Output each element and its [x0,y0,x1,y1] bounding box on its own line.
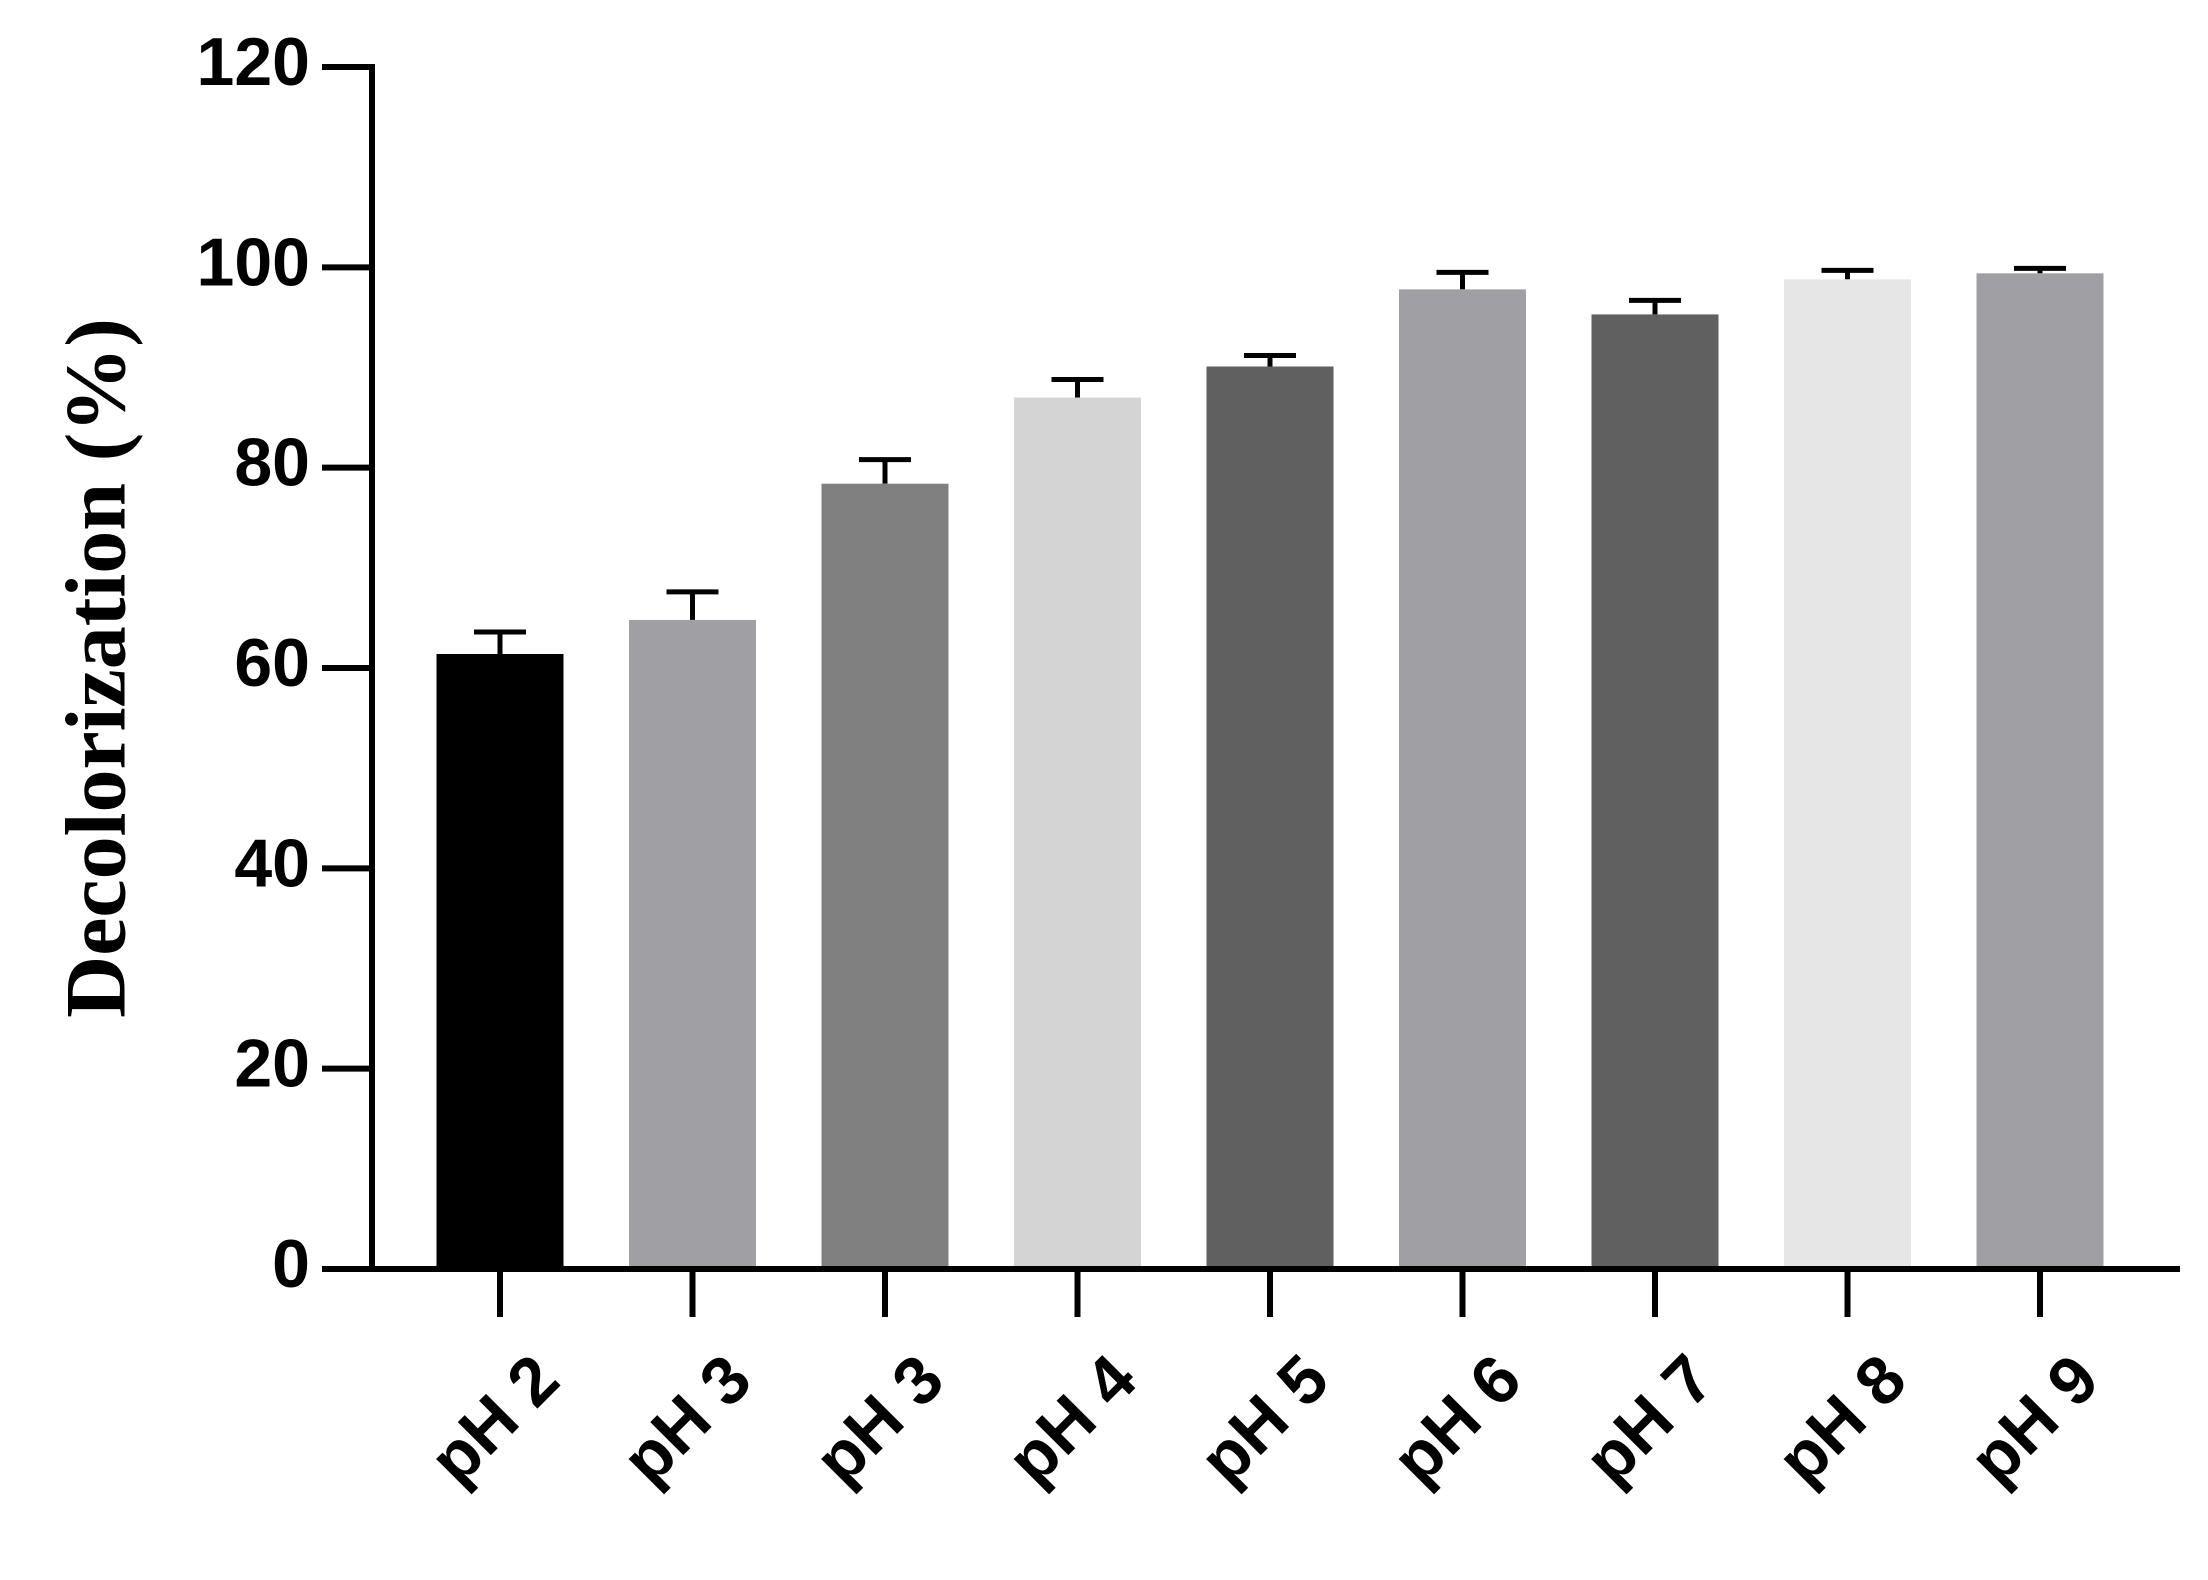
bar [629,619,756,1269]
x-tick-label: pH 4 [993,1340,1151,1498]
y-tick-label: 0 [272,1226,310,1302]
x-tick-label: pH 2 [415,1340,573,1498]
y-axis-label: Decolorization (%) [48,318,144,1018]
y-tick-label: 60 [234,625,310,701]
x-tick-label: pH 3 [608,1340,766,1498]
x-tick-label: pH 3 [800,1340,958,1498]
bar [1206,366,1334,1270]
bar [1784,279,1911,1269]
x-tick-label: pH 8 [1763,1340,1921,1498]
bar [436,653,564,1269]
x-tick-label: pH 6 [1378,1340,1536,1498]
x-tick-label: pH 7 [1570,1340,1728,1498]
bar [821,483,949,1269]
y-tick-label: 80 [234,425,310,501]
bar [1976,273,2104,1269]
y-tick-label: 20 [234,1026,310,1102]
y-tick-label: 40 [234,825,310,901]
y-tick-label: 120 [197,24,310,100]
y-tick-label: 100 [197,224,310,300]
bar [1399,289,1526,1269]
bar [1014,397,1141,1269]
x-tick-label: pH 9 [1955,1340,2113,1498]
bar [1591,314,1719,1270]
x-tick-label: pH 5 [1185,1340,1343,1498]
